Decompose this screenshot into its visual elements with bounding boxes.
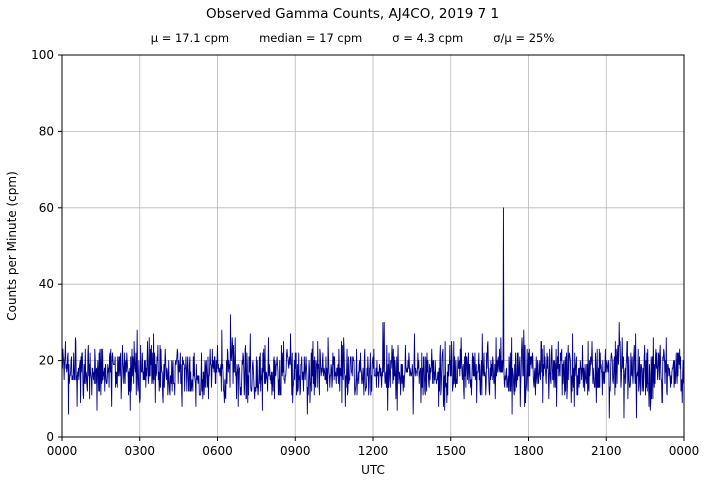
y-tick-label: 20 xyxy=(39,354,54,368)
y-tick-label: 100 xyxy=(31,48,54,62)
x-axis-label: UTC xyxy=(361,463,385,477)
stat-label: μ = 17.1 cpm xyxy=(150,31,230,45)
y-axis-label: Counts per Minute (cpm) xyxy=(5,171,19,321)
x-tick-label: 1500 xyxy=(435,444,466,458)
x-tick-label: 1200 xyxy=(358,444,389,458)
x-tick-label: 1800 xyxy=(513,444,544,458)
y-tick-label: 0 xyxy=(46,430,54,444)
x-tick-label: 0900 xyxy=(280,444,311,458)
stat-label: σ = 4.3 cpm xyxy=(392,31,464,45)
y-tick-label: 60 xyxy=(39,201,54,215)
chart-subtitle: μ = 17.1 cpm median = 17 cpm σ = 4.3 cpm σ/… xyxy=(0,31,705,45)
y-tick-label: 40 xyxy=(39,277,54,291)
y-tick-label: 80 xyxy=(39,124,54,138)
stat-label: σ/μ = 25% xyxy=(493,31,555,45)
x-tick-label: 0300 xyxy=(124,444,155,458)
data-series-line xyxy=(61,207,685,419)
x-tick-label: 0600 xyxy=(202,444,233,458)
chart-title: Observed Gamma Counts, AJ4CO, 2019 7 1 xyxy=(205,6,500,22)
x-tick-label: 0000 xyxy=(669,444,700,458)
stat-label: median = 17 cpm xyxy=(259,31,363,45)
x-tick-label: 0000 xyxy=(47,444,78,458)
x-tick-label: 2100 xyxy=(591,444,622,458)
